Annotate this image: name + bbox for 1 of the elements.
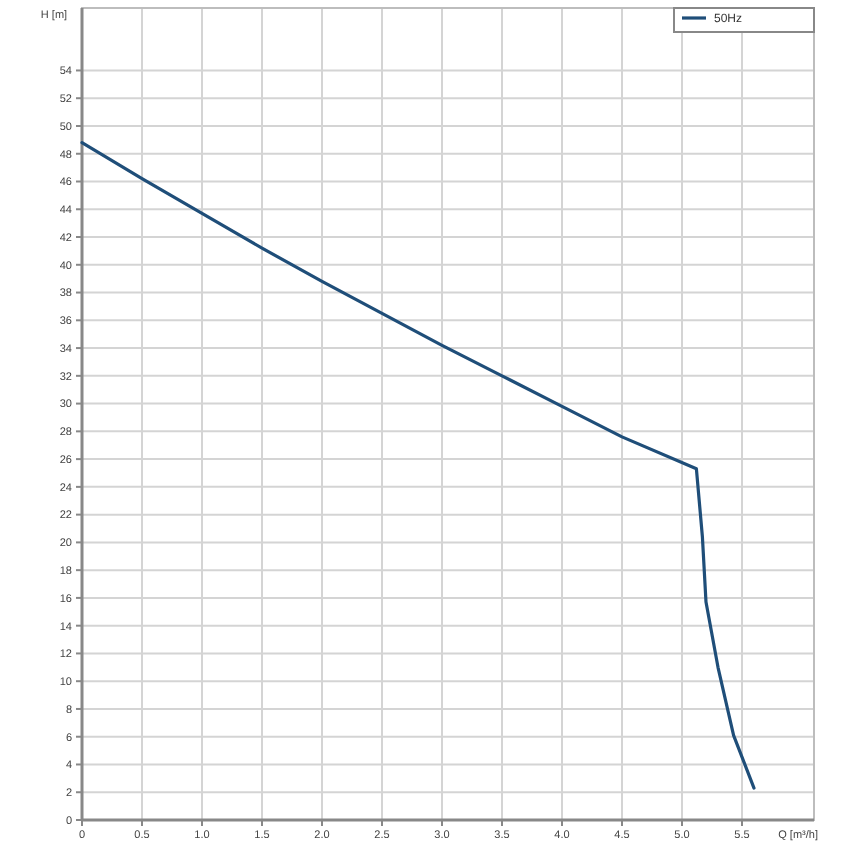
line-series <box>80 141 756 790</box>
